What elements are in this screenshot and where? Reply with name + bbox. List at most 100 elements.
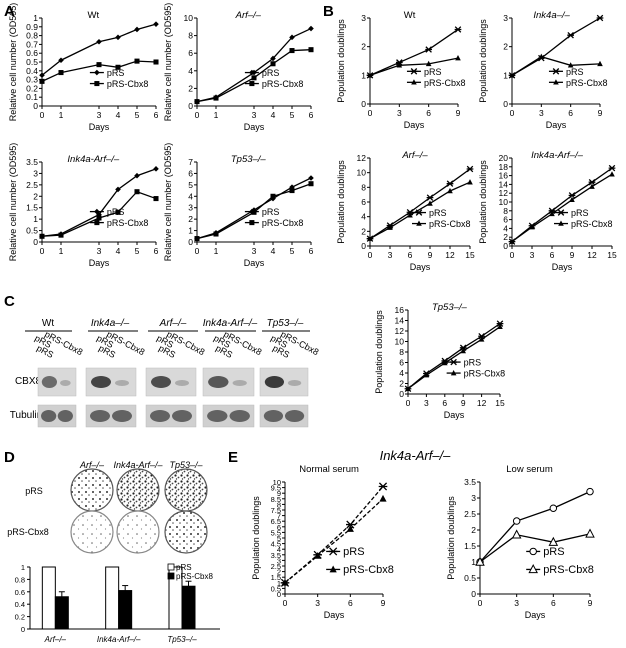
series-line	[196, 49, 312, 103]
data-point-marker	[446, 180, 454, 187]
y-tick-label: 0.6	[15, 588, 25, 597]
western-blot: Wt Ink4a–/– Arf–/– Ink4a-Arf–/– Tp53–/– …	[10, 318, 320, 428]
data-point-marker	[442, 359, 448, 366]
panel-letter-c: C	[4, 293, 15, 310]
data-point-marker	[538, 53, 545, 59]
y-tick-label: 2.5	[271, 562, 281, 571]
data-point-marker	[426, 194, 434, 201]
data-point-marker	[425, 46, 433, 53]
x-tick-label: 12	[477, 398, 487, 408]
data-point-marker	[39, 233, 45, 239]
data-point-marker	[460, 347, 466, 354]
blot-band-cbx8-prs	[208, 376, 229, 388]
y-tick-label: 0	[21, 625, 25, 634]
data-point-marker	[568, 192, 576, 199]
chart-a-wt: 00.10.20.30.40.50.60.70.80.910 1 3 4 5 6DaysR…	[8, 3, 159, 132]
y-tick-label: 2	[188, 214, 193, 224]
x-tick-label: 4	[116, 110, 121, 120]
data-point-marker	[314, 551, 322, 559]
x-tick-label: 0	[195, 110, 200, 120]
blot-band-tubulin-prs	[263, 410, 284, 422]
data-point-marker	[153, 166, 159, 172]
data-point-marker	[548, 536, 559, 546]
blot-band-cbx8-prs	[91, 376, 111, 388]
x-axis-label: Days	[552, 262, 573, 272]
y-tick-label: 9.5	[271, 484, 281, 493]
chart-e-low-serum: 0 0.5 1 1.5 2 2.5 3 3.5 0 3 6 9 Days Population doubl…	[446, 464, 595, 620]
x-tick-label: 12	[445, 250, 455, 260]
data-point-marker	[308, 181, 314, 187]
y-tick-label: 1	[471, 557, 476, 567]
data-point-marker	[249, 81, 255, 87]
data-point-marker	[281, 578, 289, 586]
y-tick-label: 4	[503, 223, 508, 233]
data-point-marker	[596, 14, 604, 22]
data-point-marker	[289, 48, 295, 54]
x-tick-label: 5	[290, 246, 295, 256]
legend-label: pRS	[566, 67, 584, 77]
data-point-marker	[608, 164, 616, 172]
legend-label: pRS	[343, 546, 364, 558]
x-tick-label: 0	[510, 250, 515, 260]
data-point-marker	[496, 320, 504, 327]
data-point-marker	[58, 232, 64, 238]
y-axis-label: Population doublings	[478, 160, 488, 244]
y-tick-label: 10	[395, 337, 405, 347]
data-point-marker	[58, 57, 64, 64]
y-tick-label: 2	[361, 226, 366, 236]
data-point-marker	[329, 565, 337, 573]
data-point-marker	[249, 69, 255, 76]
y-axis-label: Relative cell number (OD595)	[163, 143, 173, 262]
x-tick-label: 0	[40, 110, 45, 120]
legend-label: pRS	[262, 207, 280, 217]
data-point-marker	[609, 171, 615, 177]
data-point-marker	[529, 547, 537, 556]
bar	[105, 566, 120, 630]
legend-label: pRS	[429, 208, 447, 218]
legend-swatch	[167, 563, 175, 571]
legend-label: pRS	[571, 208, 589, 218]
x-tick-label: 1	[59, 246, 64, 256]
data-point-marker	[569, 196, 575, 203]
x-tick-label: 9	[570, 250, 575, 260]
data-point-marker	[450, 370, 457, 376]
chart-title: Wt	[87, 10, 99, 21]
series-line	[41, 168, 157, 237]
blot-band-tubulin-prs-cbx8	[229, 410, 250, 422]
x-tick-label: 3	[424, 398, 429, 408]
y-tick-label: 2	[503, 232, 508, 242]
blot-band-tubulin-prs	[207, 410, 228, 422]
legend-label: pRS-Cbx8	[566, 78, 608, 88]
data-point-marker	[251, 209, 257, 215]
x-tick-label: 6	[408, 250, 413, 260]
data-point-marker	[367, 72, 373, 78]
data-point-marker	[450, 358, 457, 366]
y-tick-label: 10	[357, 168, 367, 178]
legend-label: pRS-Cbx8	[424, 78, 466, 88]
data-point-marker	[567, 62, 574, 68]
series-line	[369, 181, 471, 240]
blot-band-cbx8-prs-cbx8	[115, 380, 129, 386]
y-tick-label: 0.8	[26, 31, 38, 41]
series-line	[511, 167, 613, 243]
x-tick-label: 15	[495, 398, 505, 408]
panel-letter-a: A	[4, 3, 15, 20]
x-tick-label: 3	[97, 246, 102, 256]
plate-row-label-prs: pRS	[25, 486, 43, 496]
y-tick-label: 1.5	[464, 541, 476, 551]
data-point-marker	[251, 75, 257, 81]
y-tick-label: 1.5	[26, 203, 38, 213]
blot-band-cbx8-prs-cbx8	[287, 380, 302, 386]
x-axis-label: Days	[546, 120, 567, 130]
x-tick-label: 15	[607, 250, 617, 260]
lane-label-prs: pRS	[214, 343, 234, 360]
y-tick-label: 8	[277, 500, 281, 509]
x-tick-label: 0	[40, 246, 45, 256]
legend-label: pRS	[543, 546, 564, 558]
series-line	[407, 323, 501, 390]
lane-label-prs: pRS	[35, 343, 55, 360]
plate-header-ink4a-arf: Ink4a-Arf–/–	[113, 460, 163, 470]
data-point-marker	[153, 21, 159, 27]
chart-d-bar: 0 0.2 0.4 0.6 0.8 1 Arf–/– Ink4a-Arf–/– Tp53–/– p…	[15, 563, 220, 644]
